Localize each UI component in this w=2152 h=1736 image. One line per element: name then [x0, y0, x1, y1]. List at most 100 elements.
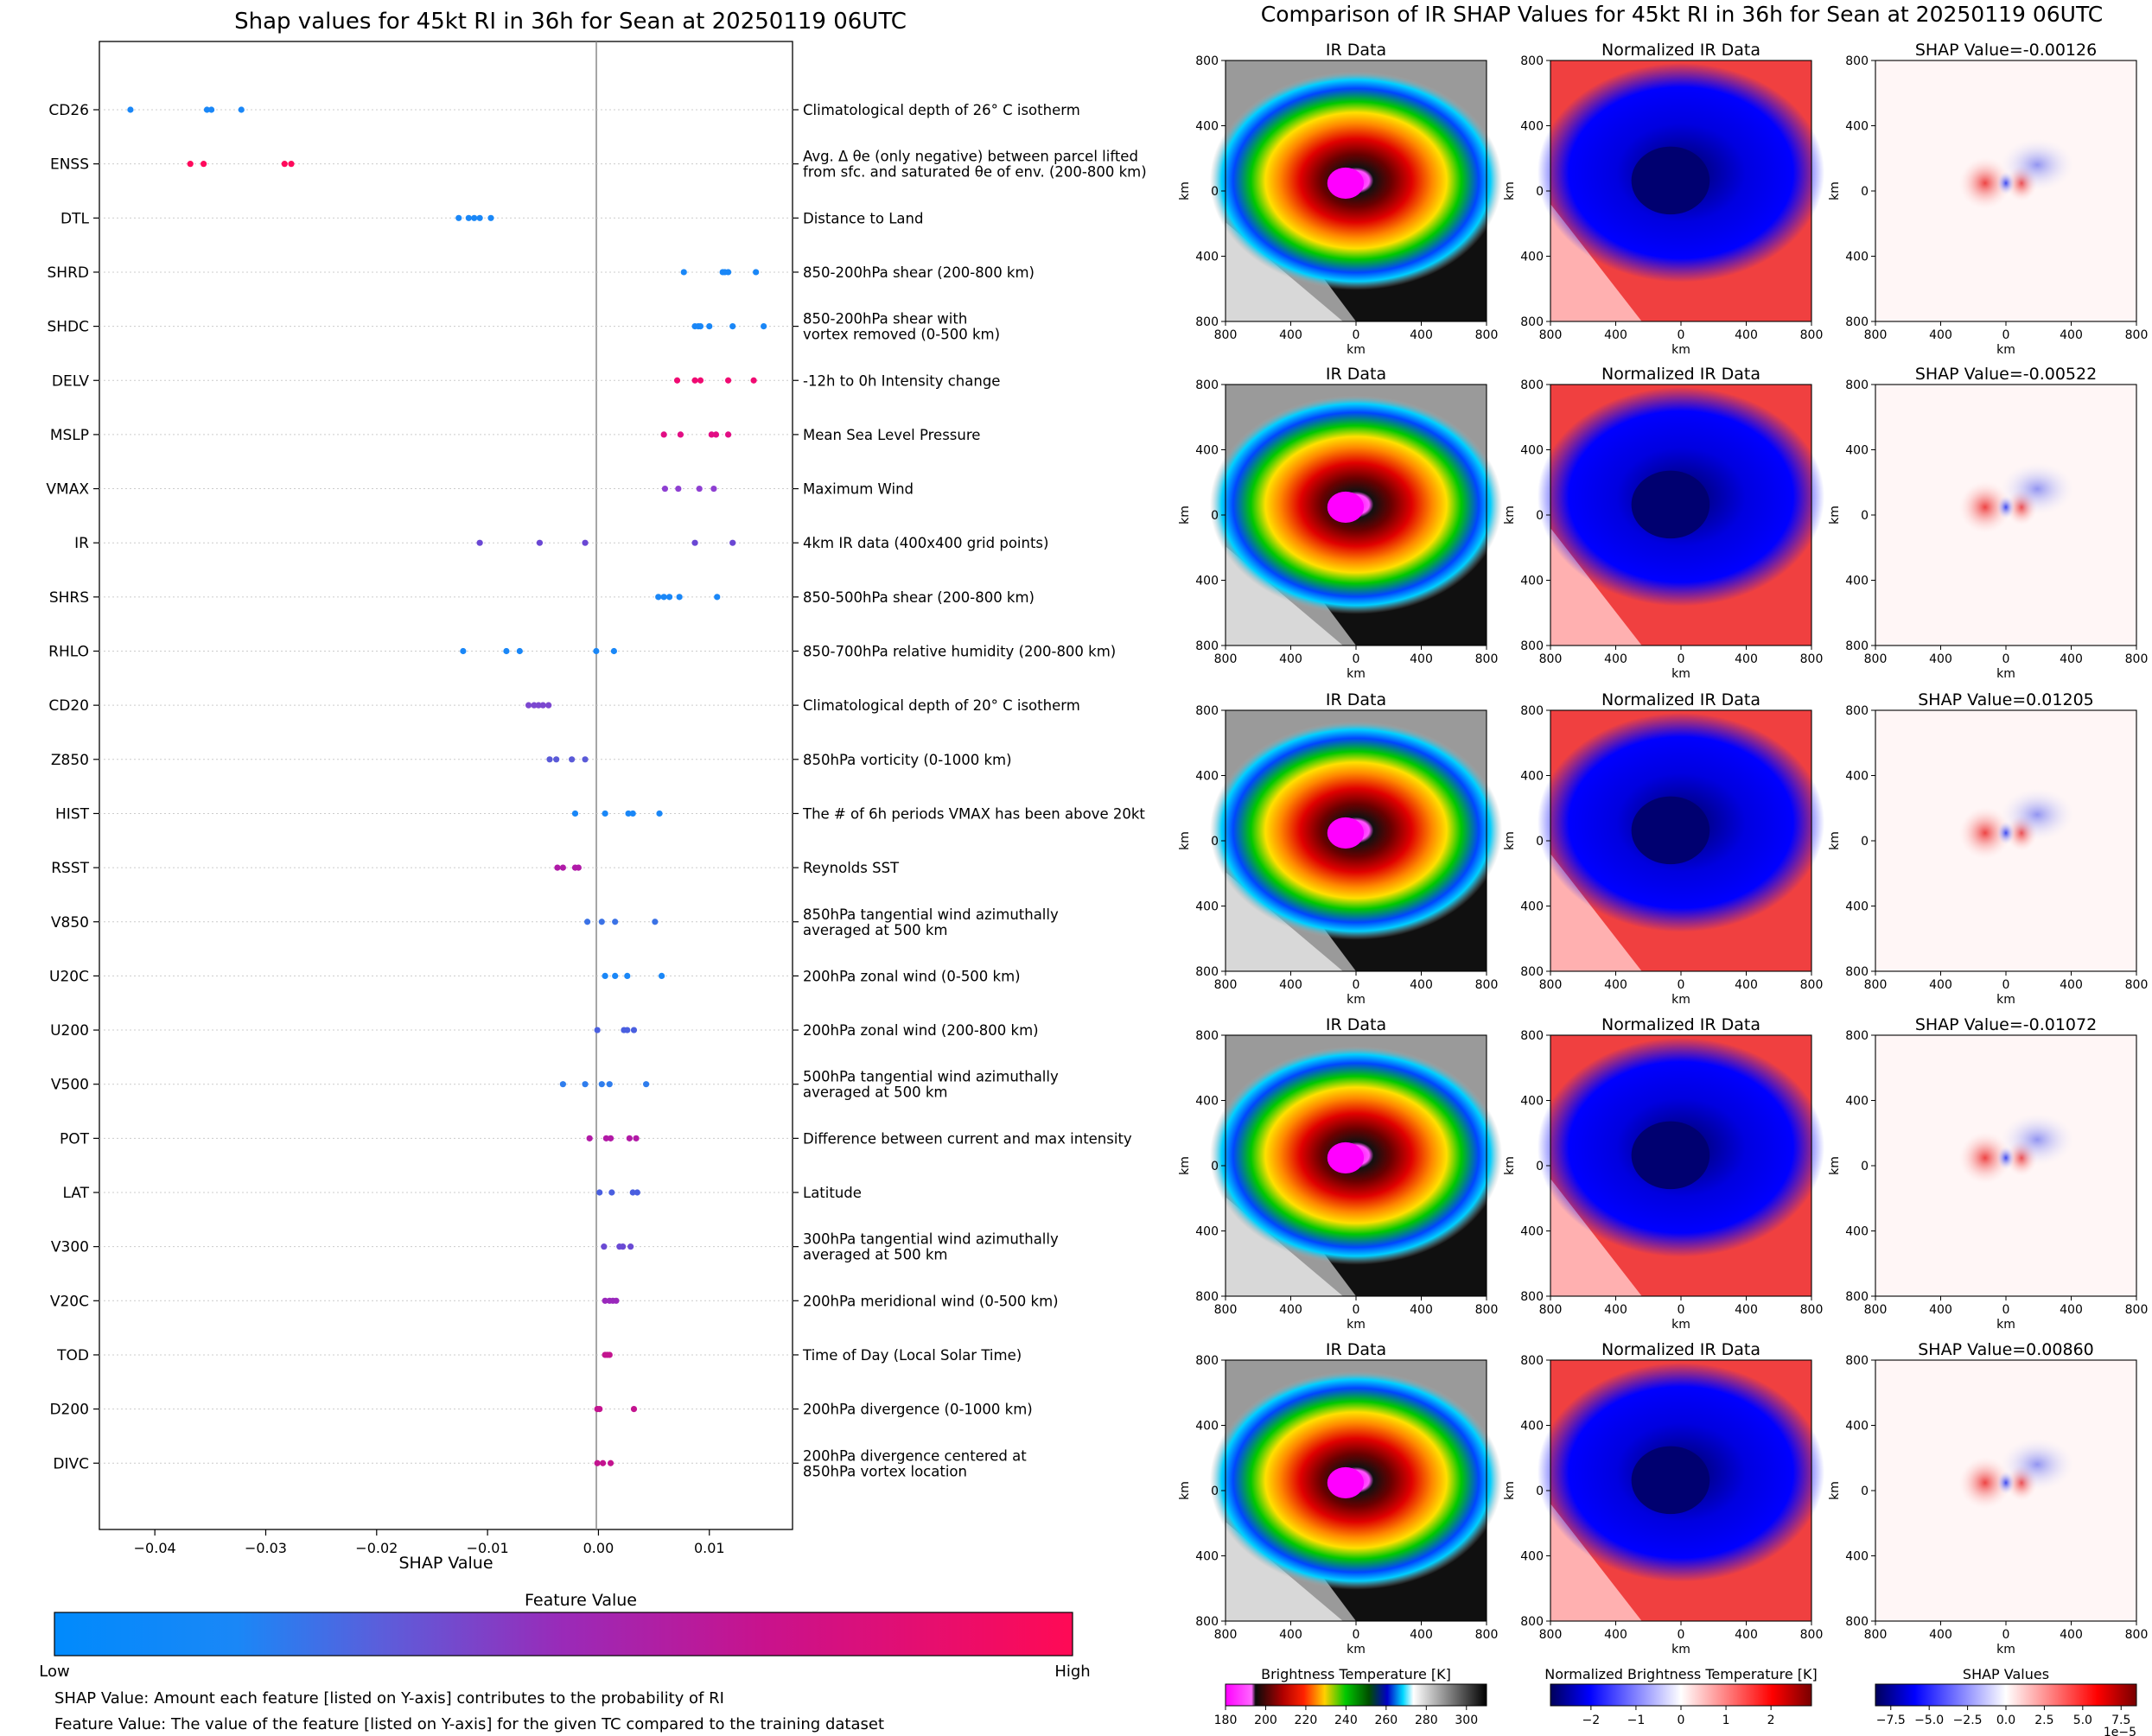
colorbar-tick-label: −2 [1582, 1714, 1601, 1727]
cb-shap-ticks: −7.5 −5.0 −2.5 0.0 2.5 5.0 7.5 [1876, 1706, 2130, 1727]
panel-y-axis-label: km [1828, 1156, 1842, 1175]
ir-eye-core [1327, 491, 1365, 524]
panel-x-tick-label: 800 [1214, 1628, 1238, 1642]
cb-shap-label: SHAP Values [1963, 1666, 2049, 1682]
panel-y-tick-label: 400 [1195, 1550, 1219, 1564]
panel-x-tick-label: 800 [2125, 652, 2149, 666]
cb-shap-exponent: 1e−5 [2104, 1726, 2136, 1736]
panel-title: Normalized IR Data [1601, 1015, 1760, 1034]
panel-y-tick-label: 0 [1211, 509, 1219, 523]
panel-x-tick-label: 400 [1279, 652, 1302, 666]
feature-description: 850hPa vortex location [803, 1463, 967, 1479]
shap-point [606, 1081, 613, 1088]
shap-point [559, 864, 566, 871]
shap-point [610, 647, 618, 655]
panel-x-tick-label: 0 [1353, 1303, 1360, 1317]
feature-code-label: V850 [51, 914, 89, 932]
shap-negative-blob [2000, 462, 2074, 515]
shap-point [691, 377, 698, 384]
panel-y-tick-label: 400 [1845, 251, 1869, 264]
panel-y-tick-label: 400 [1195, 1225, 1219, 1239]
panel-row-4: IR Data80080040040000400400800800kmkmNor… [1178, 1015, 2148, 1332]
panel-y-tick-label: 0 [1536, 185, 1544, 199]
feature-row-z850: Z850 850hPa vorticity (0-1000 km) [51, 752, 1012, 769]
panel-x-tick-label: 400 [1279, 328, 1302, 342]
panel-y-tick-label: 800 [1845, 378, 1869, 392]
shap-point [708, 431, 715, 438]
panel-x-axis-label: km [1347, 667, 1366, 681]
panel-x-tick-label: 400 [1735, 1628, 1758, 1642]
shap-point [608, 1189, 615, 1196]
panel-x-tick-label: 800 [2125, 1303, 2149, 1317]
shap-plot-frame [99, 41, 793, 1530]
shap-point [594, 1459, 601, 1466]
panel-y-tick-label: 400 [1845, 1095, 1869, 1109]
panel-y-tick-label: 400 [1845, 575, 1869, 588]
feature-row-enss: ENSS Avg. Δ θe (only negative) between pa… [50, 149, 1147, 181]
panel-y-tick-label: 400 [1520, 1550, 1544, 1564]
panel-x-tick-label: 800 [1214, 328, 1238, 342]
panel-y-tick-label: 400 [1195, 120, 1219, 134]
panel-x-tick-label: 0 [1353, 652, 1360, 666]
feature-row-cd20: CD20 Climatological depth of 20° C isothe… [48, 697, 1079, 715]
shap-point [712, 431, 720, 438]
colorbar-tick-label: 0 [1678, 1714, 1685, 1727]
feature-description: Time of Day (Local Solar Time) [802, 1347, 1022, 1364]
feature-description: 850hPa vorticity (0-1000 km) [803, 752, 1012, 768]
shap-point [665, 594, 673, 601]
panel-x-tick-label: 400 [1735, 978, 1758, 992]
shap-point [471, 214, 478, 221]
shap-positive-blob [1958, 156, 2012, 210]
panel-x-tick-label: 0 [1353, 1628, 1360, 1642]
shap-negative-blob [2000, 788, 2074, 841]
panel-x-tick-label: 0 [1678, 328, 1685, 342]
panel-x-tick-label: 0 [1678, 1303, 1685, 1317]
panel-x-tick-label: 400 [1279, 1628, 1302, 1642]
panel-y-tick-label: 800 [1520, 378, 1544, 392]
shap-point [634, 1189, 640, 1196]
panel-y-tick-label: 400 [1195, 575, 1219, 588]
shap-point [208, 106, 215, 113]
panel-x-tick-label: 400 [2060, 652, 2083, 666]
x-tick-label: 0.01 [694, 1540, 725, 1556]
panel-y-tick-label: 0 [1211, 1485, 1219, 1498]
shap-map-panel: SHAP Value=-0.00126800800400400004004008… [1828, 41, 2148, 357]
norm-core [1631, 1121, 1710, 1190]
panel-y-tick-label: 800 [1520, 1354, 1544, 1368]
shap-point [601, 1243, 608, 1250]
x-tick-label: −0.03 [245, 1540, 287, 1556]
panel-x-tick-label: 400 [2060, 978, 2083, 992]
shap-point [697, 377, 704, 384]
shap-point [288, 161, 295, 168]
panel-title: Normalized IR Data [1601, 41, 1760, 60]
x-axis-label: SHAP Value [398, 1554, 493, 1573]
feature-code-label: HIST [55, 805, 90, 823]
ir-eye-core [1327, 167, 1365, 200]
colorbar-tick-label: −2.5 [1953, 1714, 1983, 1727]
feature-code-label: ENSS [50, 156, 89, 174]
feature-row-cd26: CD26 Climatological depth of 26° C isothe… [48, 102, 1079, 119]
shap-point [710, 485, 717, 493]
feature-code-label: IR [74, 535, 89, 552]
ir-eye-core [1327, 1141, 1365, 1174]
feature-row-v850: V850 850hPa tangential wind azimuthallyav… [51, 906, 1059, 938]
panel-y-tick-label: 0 [1536, 1485, 1544, 1498]
panel-x-tick-label: 0 [1678, 1628, 1685, 1642]
panel-y-tick-label: 800 [1195, 1290, 1219, 1304]
norm-core [1631, 796, 1710, 865]
shap-point [607, 1135, 614, 1141]
panel-x-axis-label: km [1996, 1643, 2015, 1657]
shap-map-panel: SHAP Value=0.008608008004004000040040080… [1828, 1340, 2148, 1657]
shap-point [127, 106, 134, 113]
panel-x-tick-label: 800 [2125, 1628, 2149, 1642]
feature-code-label: V300 [51, 1239, 89, 1256]
panel-y-tick-label: 400 [1195, 251, 1219, 264]
shap-point [607, 1459, 614, 1466]
shap-positive-blob [1958, 1131, 2012, 1185]
shap-point [606, 1351, 613, 1358]
panel-y-tick-label: 0 [1861, 509, 1869, 523]
panel-x-tick-label: 800 [1214, 978, 1238, 992]
panel-y-axis-label: km [1828, 181, 1842, 200]
panel-x-tick-label: 400 [2060, 328, 2083, 342]
panel-x-tick-label: 400 [1735, 328, 1758, 342]
